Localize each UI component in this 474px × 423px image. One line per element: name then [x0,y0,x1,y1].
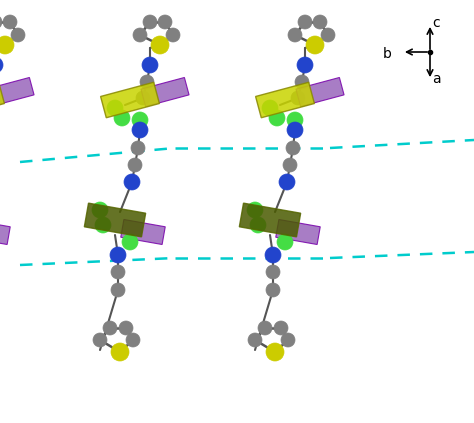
Circle shape [265,247,281,263]
Circle shape [95,217,111,233]
Polygon shape [100,82,159,118]
Circle shape [295,75,309,89]
Circle shape [287,122,303,138]
Circle shape [306,36,324,54]
Circle shape [281,333,295,347]
Circle shape [111,343,129,361]
Circle shape [140,75,154,89]
Circle shape [266,343,284,361]
Circle shape [124,174,140,190]
Circle shape [122,234,138,250]
Circle shape [166,28,180,42]
Polygon shape [255,82,314,118]
Circle shape [266,265,280,279]
Circle shape [151,36,169,54]
Circle shape [297,57,313,73]
Circle shape [274,321,288,335]
Circle shape [142,57,158,73]
Circle shape [3,15,17,29]
Circle shape [11,28,25,42]
Circle shape [258,321,272,335]
Text: a: a [432,72,441,86]
Polygon shape [239,203,301,237]
Circle shape [136,91,150,105]
Text: b: b [383,47,392,61]
Circle shape [266,283,280,297]
Circle shape [287,112,303,128]
Circle shape [250,217,266,233]
Circle shape [111,265,125,279]
Circle shape [158,15,172,29]
Circle shape [107,100,123,116]
Circle shape [288,28,302,42]
Circle shape [0,57,3,73]
Circle shape [286,141,300,155]
Circle shape [279,174,295,190]
Circle shape [291,91,305,105]
Circle shape [131,141,145,155]
Polygon shape [0,77,34,107]
Text: c: c [432,16,439,30]
Circle shape [103,321,117,335]
Circle shape [313,15,327,29]
Circle shape [262,100,278,116]
Circle shape [321,28,335,42]
Polygon shape [84,203,146,237]
Circle shape [133,28,147,42]
Circle shape [128,158,142,172]
Circle shape [111,283,125,297]
Circle shape [92,202,108,218]
Polygon shape [0,82,4,118]
Circle shape [298,15,312,29]
Circle shape [269,110,285,126]
Circle shape [132,112,148,128]
Circle shape [126,333,140,347]
Circle shape [119,321,133,335]
Circle shape [0,15,2,29]
Circle shape [277,234,293,250]
Circle shape [247,202,263,218]
Circle shape [0,36,14,54]
Circle shape [283,158,297,172]
Polygon shape [276,220,320,244]
Circle shape [110,247,126,263]
Circle shape [248,333,262,347]
Circle shape [132,122,148,138]
Polygon shape [0,220,10,244]
Polygon shape [121,220,165,244]
Circle shape [143,15,157,29]
Polygon shape [296,77,344,107]
Circle shape [93,333,107,347]
Circle shape [114,110,130,126]
Polygon shape [141,77,189,107]
